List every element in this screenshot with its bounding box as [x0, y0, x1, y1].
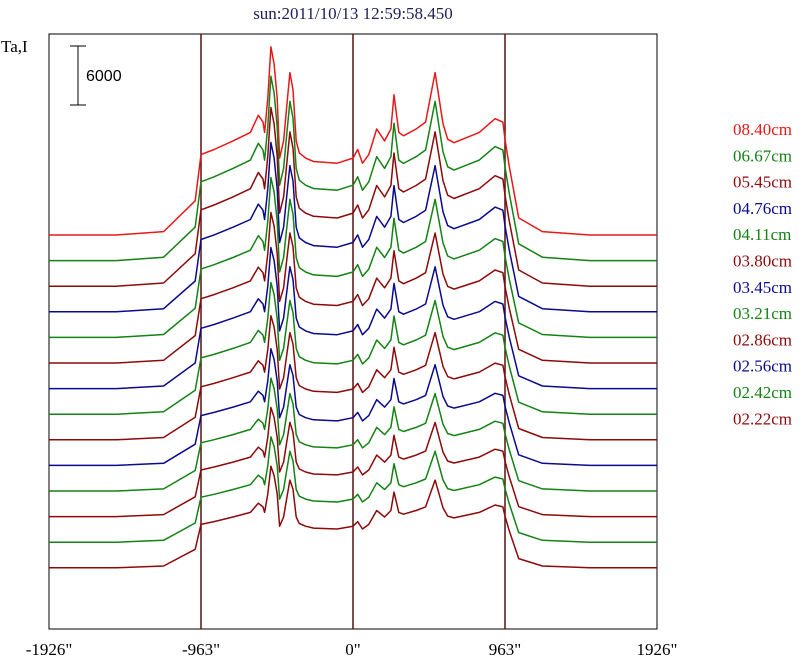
legend-item: 06.67cm: [733, 146, 792, 165]
scale-bar: 6000: [70, 45, 122, 106]
legend-item: 04.76cm: [733, 199, 792, 218]
series-line: [49, 246, 657, 390]
x-tick-label: -963": [182, 640, 220, 659]
series-line: [49, 75, 657, 262]
series-line: [49, 348, 657, 467]
scale-bar-label: 6000: [86, 68, 122, 85]
series-lines: [49, 46, 657, 569]
legend-item: 04.11cm: [733, 225, 791, 244]
series-line: [49, 141, 657, 313]
series-line: [49, 211, 657, 364]
series-line: [49, 106, 657, 287]
series-line: [49, 46, 657, 236]
series-line: [49, 406, 657, 518]
legend-item: 02.86cm: [733, 330, 792, 349]
x-tick-labels: -1926" -963" 0" 963" 1926": [26, 640, 678, 659]
series-line: [49, 281, 657, 415]
x-tick-label: -1926": [26, 640, 73, 659]
x-tick-label: 963": [489, 640, 521, 659]
x-tick-label: 1926": [637, 640, 678, 659]
legend-item: 03.80cm: [733, 252, 792, 271]
legend-item: 03.21cm: [733, 304, 792, 323]
legend: 08.40cm 06.67cm 05.45cm 04.76cm 04.11cm 03.80…: [733, 120, 792, 428]
series-line: [49, 314, 657, 441]
legend-item: 02.22cm: [733, 409, 792, 428]
y-axis-label: Ta,I: [1, 37, 28, 56]
series-line: [49, 465, 657, 569]
legend-item: 05.45cm: [733, 173, 792, 192]
legend-item: 03.45cm: [733, 278, 792, 297]
series-line: [49, 377, 657, 492]
legend-item: 08.40cm: [733, 120, 792, 139]
series-line: [49, 176, 657, 339]
x-tick-label: 0": [345, 640, 360, 659]
series-line: [49, 436, 657, 543]
legend-item: 02.42cm: [733, 383, 792, 402]
chart-title: sun:2011/10/13 12:59:58.450: [253, 4, 453, 23]
legend-item: 02.56cm: [733, 357, 792, 376]
